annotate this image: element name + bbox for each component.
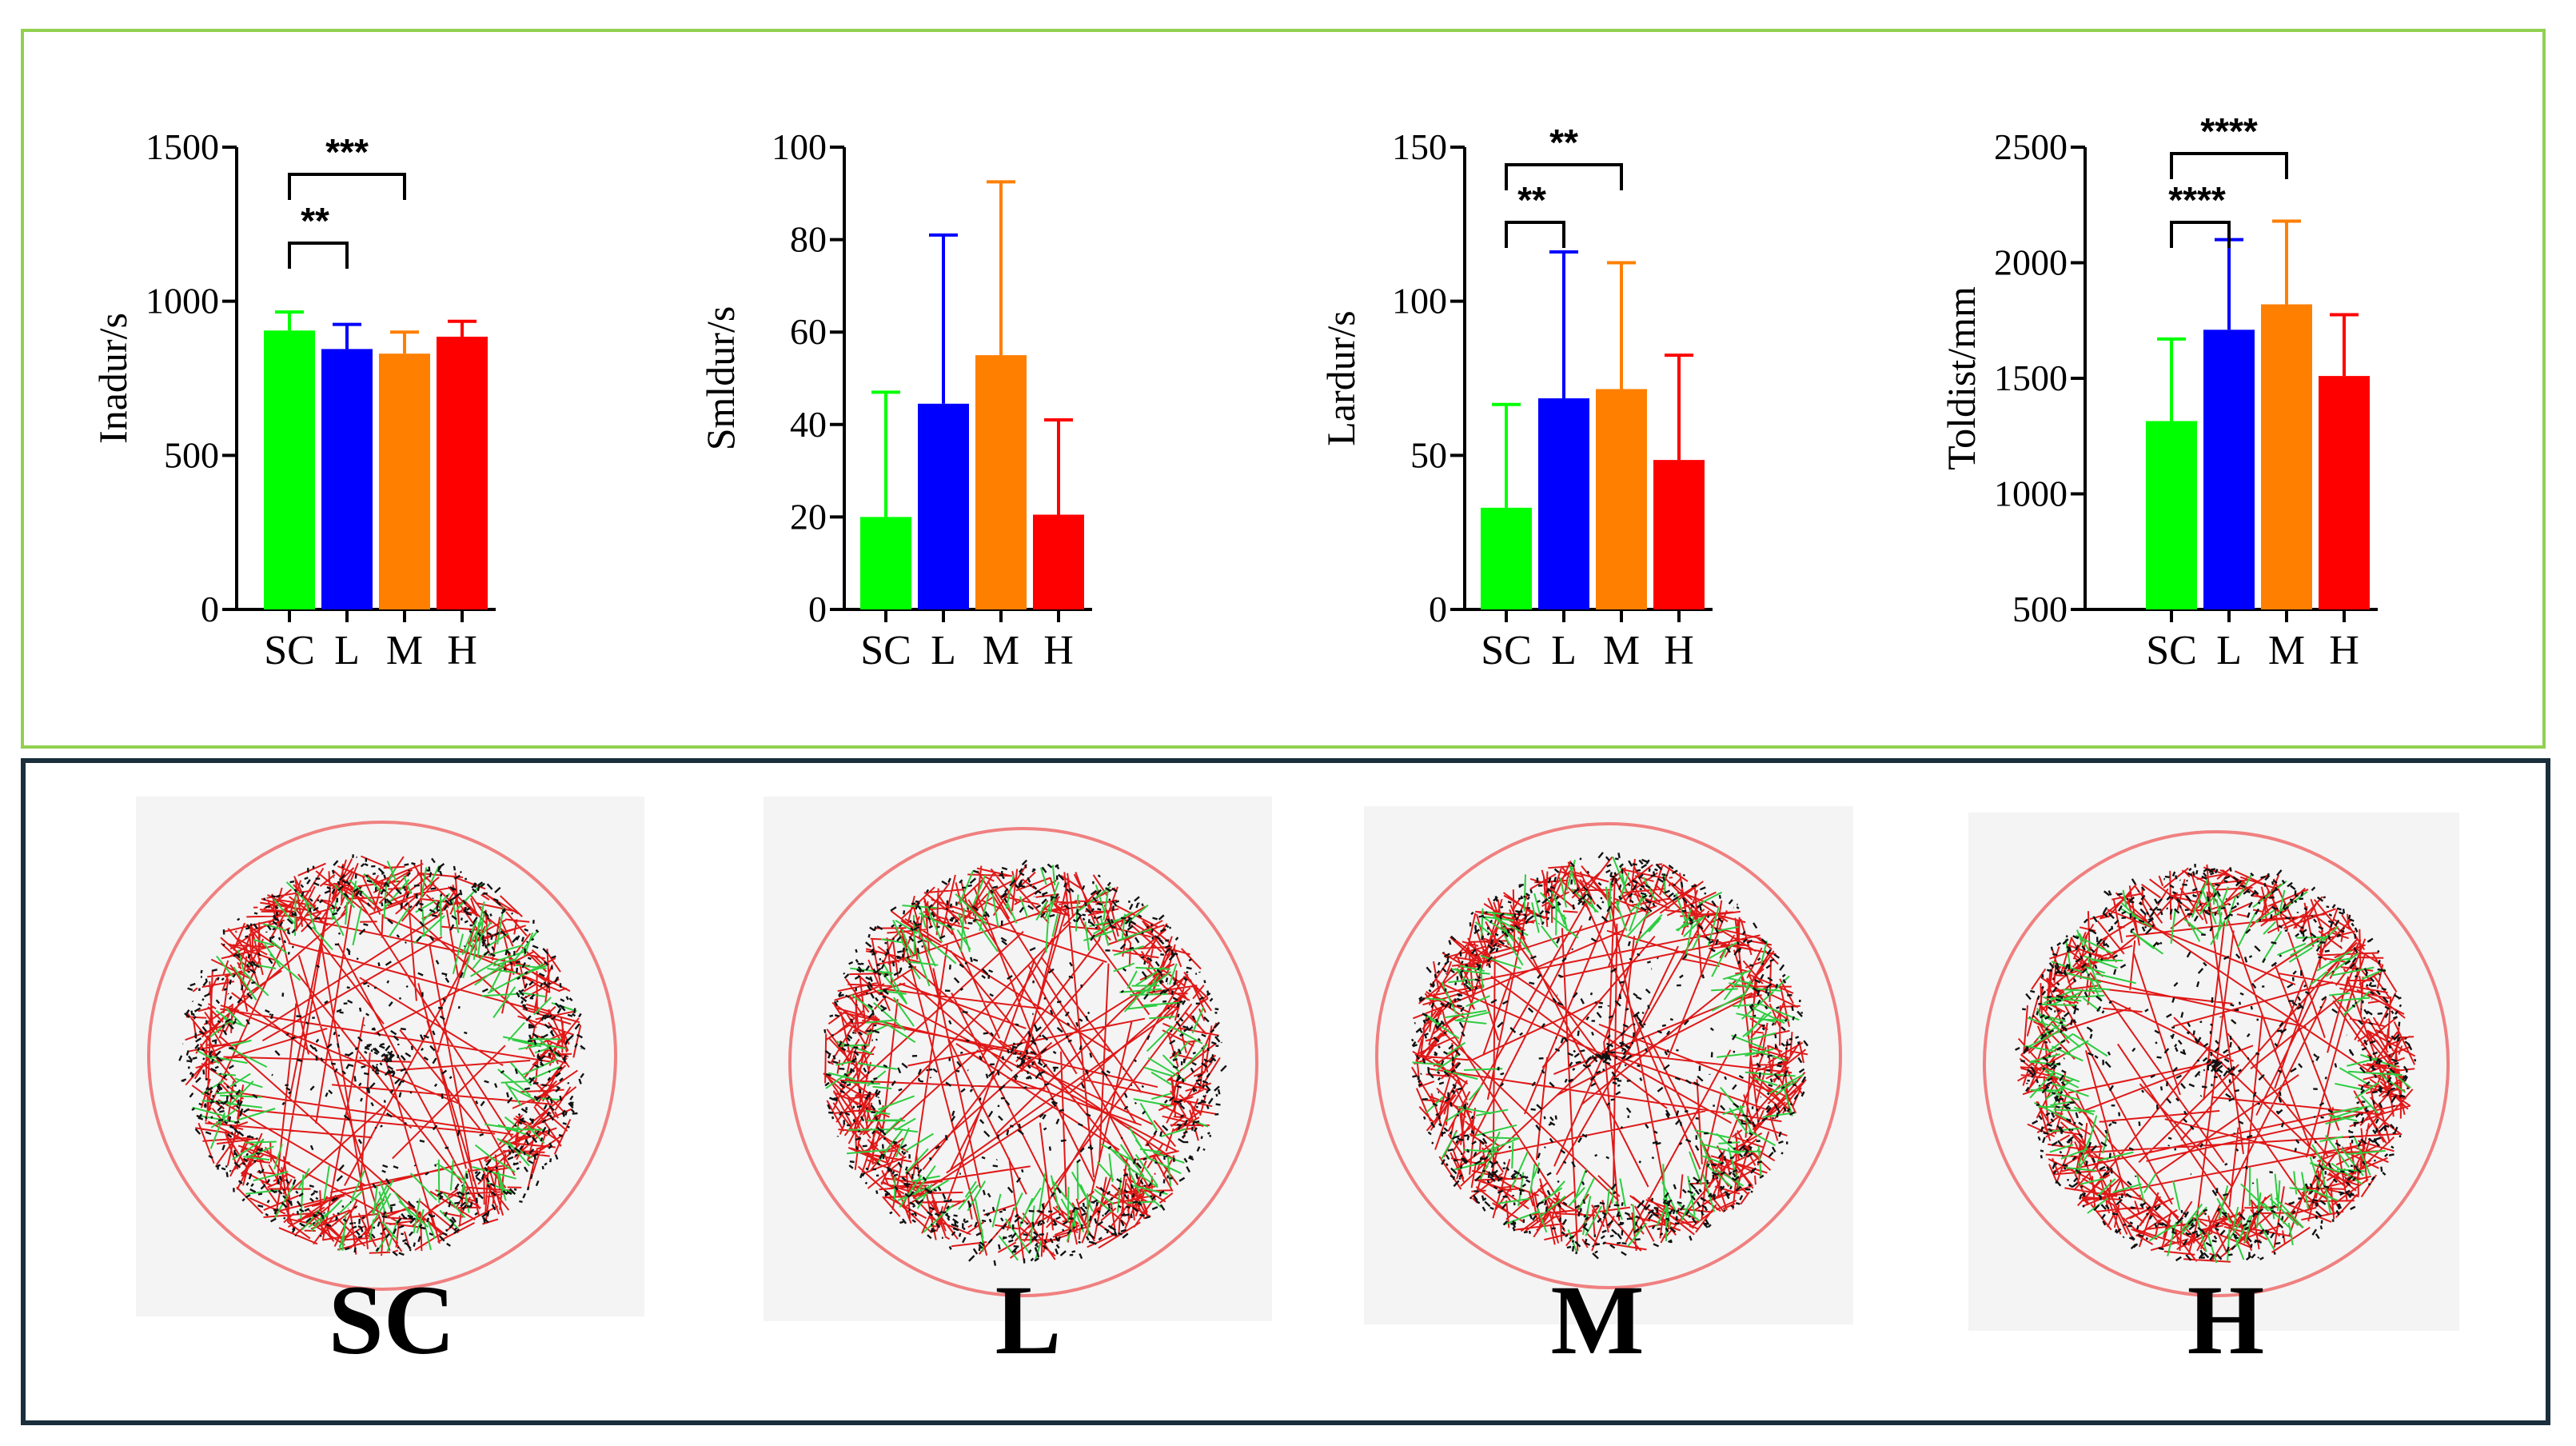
y-axis-label: Inadur/s (90, 313, 135, 444)
bar-m (975, 355, 1027, 609)
y-tick-label: 60 (790, 311, 827, 352)
y-tick-label: 2000 (1994, 242, 2068, 283)
bar-h (437, 336, 488, 609)
bar-charts-panel (21, 29, 2546, 749)
x-tick-label: L (2216, 628, 2242, 673)
y-tick-label: 20 (790, 496, 827, 537)
y-axis-label: Lardur/s (1318, 310, 1363, 445)
bar-l (2203, 330, 2255, 609)
bar-m (379, 354, 430, 609)
y-tick-label: 0 (808, 589, 827, 629)
arena-ring (147, 821, 617, 1291)
arena-sc (136, 797, 644, 1316)
x-tick-label: H (1664, 628, 1694, 673)
bar-h (2319, 376, 2370, 609)
x-tick-label: M (983, 628, 1019, 673)
significance-bracket (288, 242, 349, 269)
bar-sc (1481, 507, 1532, 609)
y-tick-label: 1000 (1994, 473, 2068, 514)
bar-m (2261, 304, 2312, 609)
x-tick-label: SC (2146, 628, 2197, 673)
track-images-panel (21, 758, 2550, 1425)
y-tick-label: 100 (1392, 281, 1447, 322)
y-tick-label: 100 (772, 126, 827, 167)
chart-4: 500 1000 1500 2000 2500 Toldist/mm SC L M H **** **… (1939, 110, 2378, 673)
arena-h (1968, 813, 2459, 1331)
significance-bracket (1505, 221, 1565, 248)
green-tracks (825, 865, 1209, 1261)
y-tick-label: 50 (1410, 434, 1447, 475)
bar-l (321, 349, 373, 609)
x-tick-label: SC (1481, 628, 1532, 673)
bar-l (1538, 398, 1589, 609)
y-tick-label: 40 (790, 404, 827, 445)
black-tracks (2015, 864, 2417, 1262)
arena-label-h: H (2187, 1265, 2265, 1375)
black-tracks (823, 859, 1227, 1266)
chart-2: 0 20 40 60 80 100 Smldur/s SC L M H (698, 126, 1092, 673)
x-tick-label: L (1551, 628, 1577, 673)
bar-h (1033, 514, 1084, 609)
significance-bracket (2170, 221, 2231, 248)
x-tick-label: H (1043, 628, 1074, 673)
x-tick-label: L (931, 628, 956, 673)
bar-h (1653, 460, 1705, 609)
significance-label: ** (1517, 179, 1546, 221)
red-tracks (1411, 856, 1808, 1252)
x-tick-label: L (334, 628, 360, 673)
bar-sc (264, 330, 315, 609)
y-tick-label: 150 (1392, 126, 1447, 167)
black-tracks (178, 854, 586, 1256)
y-tick-label: 2500 (1994, 126, 2068, 167)
significance-bracket (1505, 163, 1623, 190)
x-tick-label: SC (860, 628, 911, 673)
y-tick-label: 500 (164, 434, 219, 475)
y-axis-label: Smldur/s (698, 306, 743, 451)
significance-label: **** (2168, 179, 2226, 221)
arena-label-sc: SC (328, 1265, 456, 1375)
bar-sc (2146, 421, 2197, 609)
arena-ring (788, 827, 1258, 1297)
significance-label: *** (325, 131, 369, 173)
bar-sc (860, 517, 911, 609)
y-tick-label: 1000 (146, 281, 219, 322)
green-tracks (1412, 856, 1804, 1252)
significance-label: ** (1549, 122, 1578, 163)
arena-l (764, 797, 1272, 1321)
arena-ring (1375, 822, 1842, 1289)
x-tick-label: M (1603, 628, 1640, 673)
x-tick-label: M (2268, 628, 2305, 673)
green-tracks (2024, 874, 2411, 1264)
x-tick-label: H (2329, 628, 2359, 673)
y-tick-label: 500 (2012, 589, 2068, 629)
bar-m (1596, 389, 1647, 609)
y-tick-label: 0 (201, 589, 219, 629)
significance-label: **** (2200, 110, 2258, 152)
arena-label-m: M (1550, 1265, 1645, 1375)
bar-l (918, 403, 969, 609)
x-tick-label: H (447, 628, 477, 673)
chart-3: 0 50 100 150 Lardur/s SC L M H **** (1318, 122, 1713, 673)
y-tick-label: 1500 (146, 126, 219, 167)
x-tick-label: M (386, 628, 423, 673)
significance-bracket (288, 173, 406, 200)
arena-label-l: L (995, 1265, 1062, 1375)
arena-ring (1983, 830, 2450, 1297)
y-tick-label: 1500 (1994, 358, 2068, 398)
x-tick-label: SC (264, 628, 315, 673)
y-tick-label: 80 (790, 219, 827, 260)
black-tracks (1410, 852, 1808, 1260)
significance-label: ** (301, 200, 329, 242)
significance-bracket (2170, 152, 2288, 179)
arena-m (1364, 806, 1853, 1324)
y-axis-label: Toldist/mm (1939, 286, 1984, 470)
y-tick-label: 0 (1429, 589, 1447, 629)
